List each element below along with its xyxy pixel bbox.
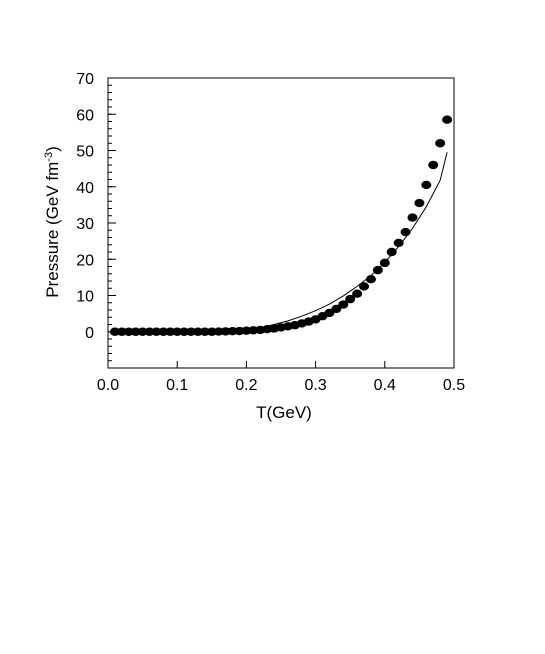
data-point (428, 160, 439, 170)
x-tick-label: 0.2 (235, 377, 257, 394)
y-tick-label: 70 (76, 71, 94, 88)
data-point (365, 274, 376, 284)
data-point (137, 327, 148, 336)
data-point (372, 265, 383, 275)
y-tick-label: 50 (76, 144, 94, 161)
data-point (172, 327, 183, 336)
y-tick-label: 40 (76, 180, 94, 197)
y-axis-title-close: ) (43, 146, 62, 152)
data-point (359, 282, 370, 291)
data-point (442, 115, 453, 124)
data-point (414, 198, 425, 208)
data-point (331, 304, 342, 314)
minor-ticks (108, 77, 112, 369)
data-point (116, 327, 127, 336)
data-point (186, 327, 197, 336)
x-tick-label: 0.5 (443, 377, 465, 394)
x-tick-label: 0.0 (97, 377, 119, 394)
y-axis-ticks: 0 10 20 30 40 50 60 70 (76, 71, 116, 342)
y-tick-label: 30 (76, 216, 94, 233)
data-point (144, 327, 155, 336)
data-point (379, 258, 390, 268)
data-point (421, 180, 432, 190)
data-point (435, 139, 446, 148)
x-axis-ticks: 0.0 0.1 0.2 0.3 0.4 0.5 (97, 361, 465, 394)
data-points (109, 115, 453, 336)
data-point (151, 327, 162, 336)
data-point (400, 227, 411, 237)
y-axis-title: Pressure (GeV fm-3) (43, 146, 62, 298)
y-tick-label: 0 (85, 325, 94, 342)
y-axis-title-main: Pressure (GeV fm (43, 162, 62, 298)
data-point (130, 327, 141, 336)
data-point (199, 327, 210, 336)
data-point (338, 300, 349, 309)
data-point (345, 294, 356, 304)
data-point (109, 327, 120, 336)
data-point (192, 327, 203, 336)
data-point (386, 247, 397, 257)
x-axis-title: T(GeV) (256, 403, 312, 422)
data-point (179, 327, 190, 336)
data-point (352, 289, 363, 298)
data-point (393, 238, 404, 248)
y-tick-label: 20 (76, 252, 94, 269)
y-axis-title-sup: -3 (43, 152, 55, 162)
data-point (158, 327, 169, 336)
x-tick-label: 0.3 (304, 377, 326, 394)
data-point (407, 213, 418, 222)
data-point (165, 327, 176, 336)
y-tick-label: 10 (76, 289, 94, 306)
data-point (123, 327, 134, 336)
x-tick-label: 0.1 (166, 377, 188, 394)
y-tick-label: 60 (76, 107, 94, 124)
x-tick-label: 0.4 (374, 377, 396, 394)
